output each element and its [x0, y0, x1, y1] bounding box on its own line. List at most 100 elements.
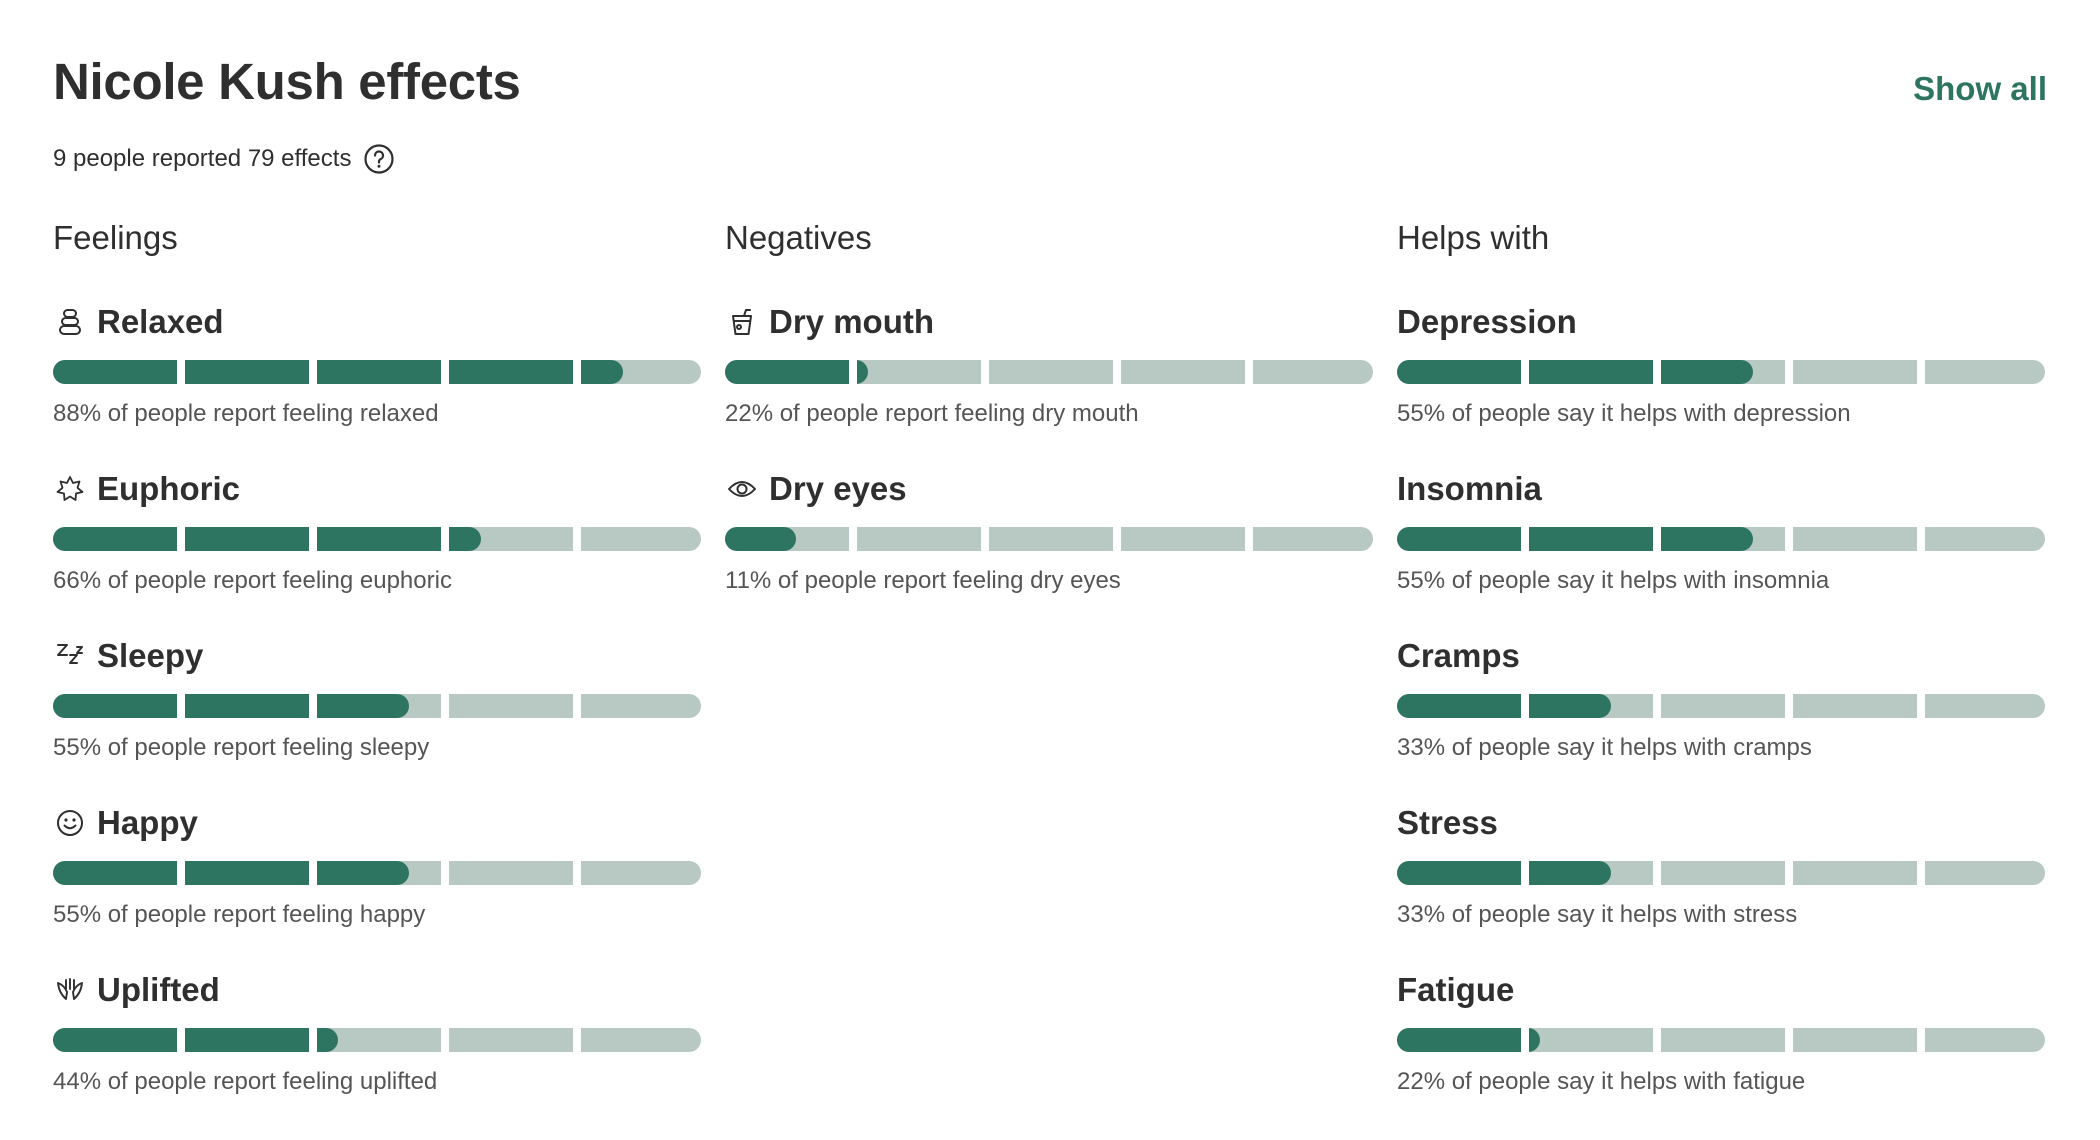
- bar-track-segment: [449, 861, 573, 885]
- bar-separator: [1653, 694, 1661, 718]
- effect-description: 44% of people report feeling uplifted: [53, 1068, 438, 1095]
- bar-separator: [309, 861, 317, 885]
- column-heading: Helps with: [1397, 219, 1550, 256]
- effect-item: Stress 33% of people say it helps with st…: [1397, 801, 2045, 968]
- bar-track-segment: [1793, 694, 1917, 718]
- effect-header: Uplifted: [53, 968, 701, 1012]
- dry-eyes-icon: [725, 472, 759, 506]
- help-icon[interactable]: [363, 143, 395, 175]
- bar-separator: [441, 1028, 449, 1052]
- effect-column: Helps with Depression 55% of people say it…: [1397, 218, 2045, 1135]
- effect-description: 33% of people say it helps with stress: [1397, 901, 1798, 928]
- effect-progress-bar: [1397, 694, 2045, 718]
- effect-description: 22% of people report feeling dry mouth: [725, 400, 1139, 427]
- bar-track-segment: [1925, 694, 2045, 718]
- bar-separator: [441, 694, 449, 718]
- effect-column: Feelings Relaxed 88% of people report feel…: [53, 218, 701, 1135]
- bar-track-segment: [989, 360, 1113, 384]
- bar-separator: [1785, 1028, 1793, 1052]
- bar-separator: [177, 360, 185, 384]
- bar-separator: [1521, 694, 1529, 718]
- bar-separator: [309, 1028, 317, 1052]
- bar-track-segment: [989, 527, 1113, 551]
- effect-progress-bar: [1397, 360, 2045, 384]
- bar-separator: [309, 694, 317, 718]
- effect-name: Sleepy: [97, 637, 204, 674]
- bar-track-segment: [1253, 360, 1373, 384]
- bar-separator: [177, 1028, 185, 1052]
- bar-separator: [1521, 1028, 1529, 1052]
- effect-header: Stress: [1397, 801, 2045, 845]
- effect-item: Fatigue 22% of people say it helps with f…: [1397, 968, 2045, 1135]
- effect-description: 22% of people say it helps with fatigue: [1397, 1068, 1806, 1095]
- effect-header: Dry eyes: [725, 467, 1373, 511]
- effect-item: Sleepy 55% of people report feeling sleep…: [53, 634, 701, 801]
- effect-item: Cramps 33% of people say it helps with cr…: [1397, 634, 2045, 801]
- bar-separator: [1521, 360, 1529, 384]
- bar-separator: [177, 861, 185, 885]
- effect-name: Stress: [1397, 804, 1498, 841]
- effect-header: Euphoric: [53, 467, 701, 511]
- bar-track-segment: [1121, 360, 1245, 384]
- bar-separator: [1653, 527, 1661, 551]
- effect-header: Depression: [1397, 300, 2045, 344]
- bar-separator: [1521, 861, 1529, 885]
- bar-separator: [1917, 360, 1925, 384]
- bar-track-segment: [1661, 694, 1785, 718]
- bar-separator: [441, 360, 449, 384]
- bar-separator: [1653, 1028, 1661, 1052]
- bar-fill: [725, 527, 796, 551]
- effect-name: Insomnia: [1397, 470, 1542, 507]
- bar-separator: [573, 527, 581, 551]
- effect-description: 66% of people report feeling euphoric: [53, 567, 452, 594]
- bar-separator: [573, 1028, 581, 1052]
- bar-track-segment: [857, 527, 981, 551]
- effect-item: Happy 55% of people report feeling happy: [53, 801, 701, 968]
- effect-item: Uplifted 44% of people report feeling upl…: [53, 968, 701, 1135]
- effect-name: Happy: [97, 804, 198, 841]
- effect-column: Negatives Dry mouth 22% of people report f…: [725, 218, 1373, 1135]
- effect-name: Dry mouth: [769, 303, 934, 340]
- bar-separator: [1245, 360, 1253, 384]
- effect-header: Fatigue: [1397, 968, 2045, 1012]
- effect-header: Sleepy: [53, 634, 701, 678]
- effect-header: Insomnia: [1397, 467, 2045, 511]
- bar-track-segment: [581, 527, 701, 551]
- effect-description: 55% of people say it helps with insomnia: [1397, 567, 1830, 594]
- effect-progress-bar: [53, 861, 701, 885]
- effect-description: 55% of people report feeling happy: [53, 901, 426, 928]
- effect-description: 55% of people say it helps with depressi…: [1397, 400, 1851, 427]
- effect-name: Relaxed: [97, 303, 224, 340]
- bar-separator: [981, 360, 989, 384]
- effect-progress-bar: [53, 694, 701, 718]
- bar-separator: [1785, 861, 1793, 885]
- relaxed-icon: [53, 305, 87, 339]
- bar-fill: [1397, 527, 1753, 551]
- bar-fill: [1397, 1028, 1540, 1052]
- bar-separator: [1785, 694, 1793, 718]
- bar-separator: [1521, 527, 1529, 551]
- bar-fill: [53, 360, 623, 384]
- page-title: Nicole Kush effects: [53, 53, 521, 110]
- bar-separator: [1113, 527, 1121, 551]
- bar-separator: [1785, 360, 1793, 384]
- bar-separator: [441, 861, 449, 885]
- bar-separator: [309, 527, 317, 551]
- effect-item: Euphoric 66% of people report feeling eup…: [53, 467, 701, 634]
- effect-columns: Feelings Relaxed 88% of people report feel…: [53, 218, 2045, 1135]
- report-summary-text: 9 people reported 79 effects: [53, 145, 352, 172]
- effect-progress-bar: [1397, 527, 2045, 551]
- effect-name: Uplifted: [97, 971, 220, 1008]
- bar-track-segment: [1529, 1028, 1653, 1052]
- effect-header: Happy: [53, 801, 701, 845]
- effect-name: Cramps: [1397, 637, 1520, 674]
- bar-fill: [1397, 861, 1611, 885]
- effect-item: Depression 55% of people say it helps wit…: [1397, 300, 2045, 467]
- show-all-link[interactable]: Show all: [1913, 70, 2047, 107]
- bar-track-segment: [857, 360, 981, 384]
- sleepy-icon: [53, 639, 87, 673]
- bar-track-segment: [1793, 360, 1917, 384]
- effect-item: Dry mouth 22% of people report feeling dr…: [725, 300, 1373, 467]
- effect-description: 33% of people say it helps with cramps: [1397, 734, 1812, 761]
- effect-name: Dry eyes: [769, 470, 907, 507]
